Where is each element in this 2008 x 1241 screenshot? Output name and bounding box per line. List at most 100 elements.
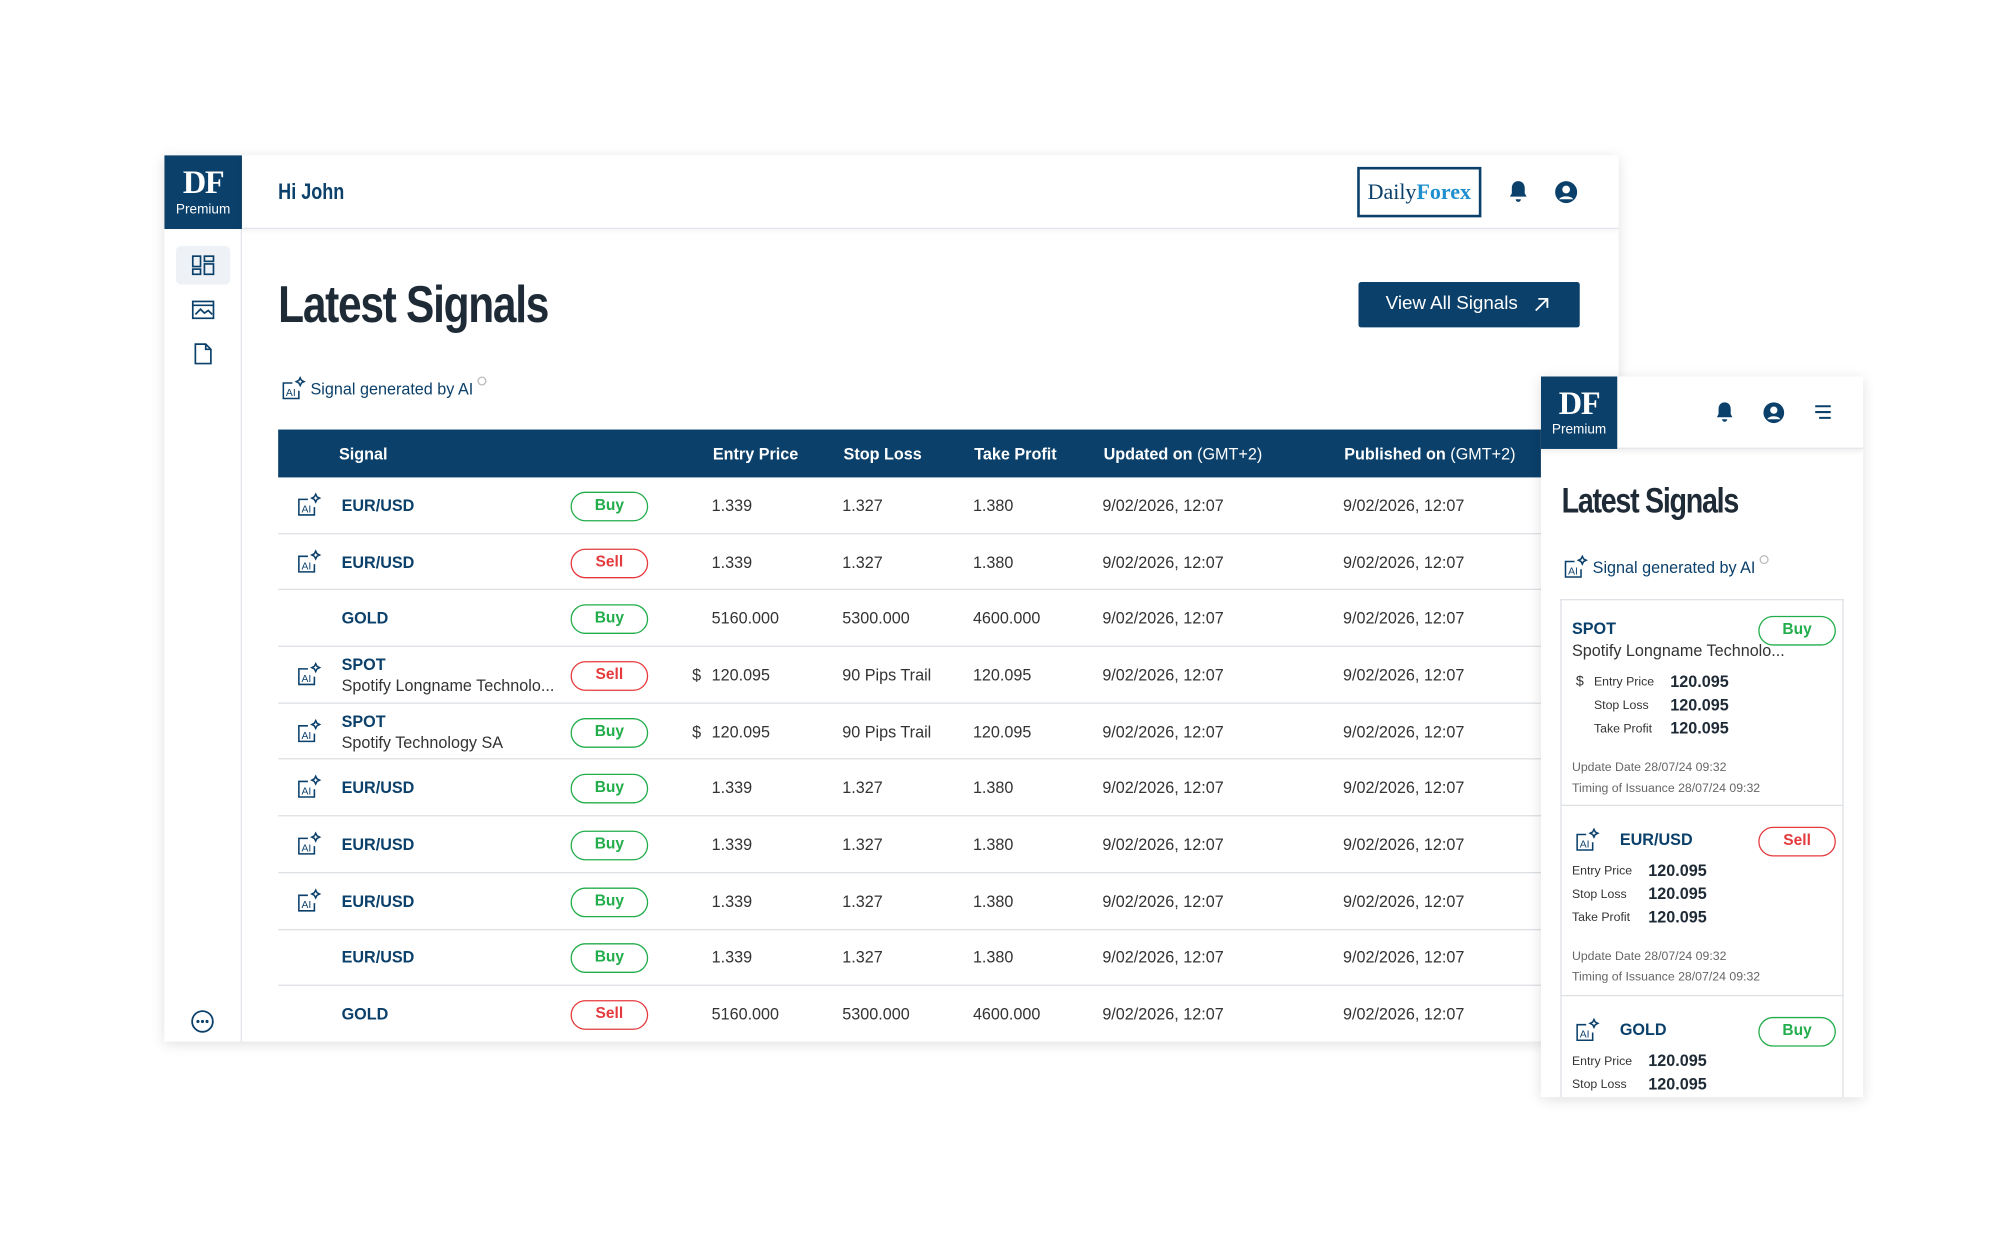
action-badge: Buy — [570, 491, 649, 522]
header-cell: Entry Price — [713, 445, 798, 463]
signals-table: Signal Entry Price Stop Loss Take Profit Upd… — [278, 429, 1619, 1042]
date-label: Timing of Issuance — [1571, 970, 1675, 985]
instrument-name: Spotify Longname Technolo... — [341, 676, 555, 695]
field-label: Entry Price — [1571, 1054, 1633, 1069]
entry-cell: 120.095 — [711, 722, 771, 741]
table-row: AI EUR/USD Sell 1.339 1.327 1.380 9/02/2026, 1… — [278, 534, 1619, 591]
published-cell: 9/02/2026, 12:07 — [1342, 666, 1465, 685]
action-badge: Buy — [570, 887, 649, 917]
header-cell: Stop Loss — [844, 445, 922, 463]
updated-cell: 9/02/2026, 12:07 — [1102, 1005, 1224, 1024]
date-line: Timing of Issuance 28/07/24 09:32 — [1572, 781, 1760, 795]
ai-icon-text: AI — [1580, 1030, 1590, 1041]
action-badge: Buy — [570, 943, 649, 974]
partner-second: Forex — [1416, 179, 1472, 205]
chat-icon[interactable] — [190, 1009, 215, 1034]
date-label: Update Date — [1571, 760, 1641, 775]
partner-logo[interactable]: DailyForex — [1357, 166, 1482, 218]
ai-icon-text: AI — [1580, 839, 1590, 850]
stop-cell: 90 Pips Trail — [842, 722, 932, 741]
signal-cards: SPOT Spotify Longname Technolo... Buy $ Entr… — [1560, 599, 1844, 1098]
date-line: Timing of Issuance 28/07/24 09:32 — [1572, 970, 1760, 984]
take-cell: 1.380 — [972, 948, 1014, 968]
stop-cell: 1.327 — [842, 496, 883, 515]
take-cell: 4600.000 — [972, 609, 1041, 628]
partner-first: Daily — [1367, 179, 1417, 205]
user-icon[interactable] — [1762, 401, 1785, 424]
instrument-name: Spotify Technology SA — [341, 733, 504, 752]
action-badge: Sell — [570, 547, 649, 578]
ai-icon-frame — [298, 774, 322, 799]
ai-icon-frame — [298, 492, 322, 516]
header-cell: Updated on (GMT+2) — [1104, 445, 1263, 463]
docs-icon[interactable] — [194, 343, 212, 365]
header-label: Stop Loss — [843, 445, 922, 464]
mobile-window: DF Premium Latest Signals AI Signal gener… — [1540, 376, 1864, 1098]
table-row: EUR/USD Buy 1.339 1.327 1.380 9/02/2026, 12:0… — [278, 930, 1619, 987]
signal-card: AI EUR/USD Sell Entry Price 120.095 Stop Loss… — [1560, 806, 1844, 997]
action-badge: Buy — [570, 604, 649, 635]
menu-icon[interactable] — [1814, 405, 1832, 419]
page-title: Latest Signals — [278, 276, 549, 334]
user-icon[interactable] — [1554, 180, 1579, 205]
bell-icon[interactable] — [1714, 401, 1735, 424]
take-cell: 1.380 — [972, 496, 1014, 515]
field-label: Stop Loss — [1571, 1077, 1627, 1092]
ai-icon: AI — [298, 661, 322, 686]
stop-cell: 1.327 — [842, 835, 883, 854]
ai-icon-frame — [282, 376, 306, 400]
entry-cell: 1.339 — [711, 892, 753, 911]
ai-icon: AI — [1576, 1017, 1600, 1041]
entry-cell: 1.339 — [711, 779, 753, 798]
date-value: 28/07/24 09:32 — [1678, 970, 1761, 985]
view-all-button[interactable]: View All Signals — [1358, 282, 1580, 328]
signals-icon[interactable] — [191, 300, 215, 320]
button-label: View All Signals — [1385, 293, 1518, 315]
stop-cell: 1.327 — [842, 779, 883, 798]
table-row: AI EUR/USD Buy 1.339 1.327 1.380 9/02/2026, 12… — [278, 760, 1619, 817]
published-cell: 9/02/2026, 12:07 — [1342, 496, 1465, 515]
ai-note-text: Signal generated by AI — [1592, 558, 1756, 578]
ai-icon-frame — [298, 718, 322, 742]
action-badge: Buy — [570, 774, 649, 804]
symbol: SPOT — [1571, 619, 1617, 638]
date-label: Update Date — [1571, 949, 1641, 964]
date-value: 28/07/24 09:32 — [1678, 781, 1761, 796]
updated-cell: 9/02/2026, 12:07 — [1102, 666, 1224, 685]
entry-cell: 120.095 — [711, 666, 771, 685]
mobile-title: Latest Signals — [1561, 481, 1740, 521]
ai-icon-text: AI — [301, 504, 311, 515]
stop-cell: 90 Pips Trail — [842, 666, 932, 685]
take-cell: 1.380 — [972, 892, 1014, 911]
ai-icon-text: AI — [301, 674, 311, 685]
published-cell: 9/02/2026, 12:07 — [1342, 835, 1465, 854]
field-label: Entry Price — [1593, 675, 1655, 690]
logo-sub: Premium — [175, 201, 231, 218]
date-value: 28/07/24 09:32 — [1644, 949, 1727, 964]
table-row: AI EUR/USD Buy 1.339 1.327 1.380 9/02/2026, 12… — [278, 817, 1619, 874]
published-cell: 9/02/2026, 12:07 — [1342, 722, 1465, 741]
ai-icon-text: AI — [301, 561, 311, 572]
bell-icon[interactable] — [1507, 180, 1529, 205]
logo-brand: DF — [182, 165, 225, 201]
currency: $ — [692, 722, 702, 741]
nav-active[interactable] — [175, 245, 231, 285]
action-badge: Buy — [1758, 615, 1836, 646]
table-row: AI EUR/USD Buy 1.339 1.327 1.380 9/02/2026, 12… — [278, 873, 1619, 930]
instrument-name: Spotify Longname Technolo... — [1571, 641, 1785, 660]
stop-cell: 5300.000 — [842, 1005, 910, 1024]
field-label: Take Profit — [1593, 721, 1653, 737]
action-badge: Sell — [1758, 826, 1836, 857]
signal-card: SPOT Spotify Longname Technolo... Buy $ Entr… — [1560, 599, 1844, 807]
greeting: Hi John — [278, 179, 345, 205]
ai-note: AI Signal generated by AI — [1563, 554, 1822, 581]
published-cell: 9/02/2026, 12:07 — [1342, 553, 1465, 572]
action-badge: Sell — [570, 661, 649, 691]
field-value: 120.095 — [1670, 719, 1729, 738]
ai-icon: AI — [1576, 827, 1600, 851]
entry-cell: 1.339 — [711, 835, 753, 854]
field-value: 120.095 — [1648, 861, 1707, 880]
symbol: EUR/USD — [341, 496, 415, 515]
logo: DF Premium — [164, 155, 242, 230]
ai-icon: AI — [298, 548, 322, 573]
